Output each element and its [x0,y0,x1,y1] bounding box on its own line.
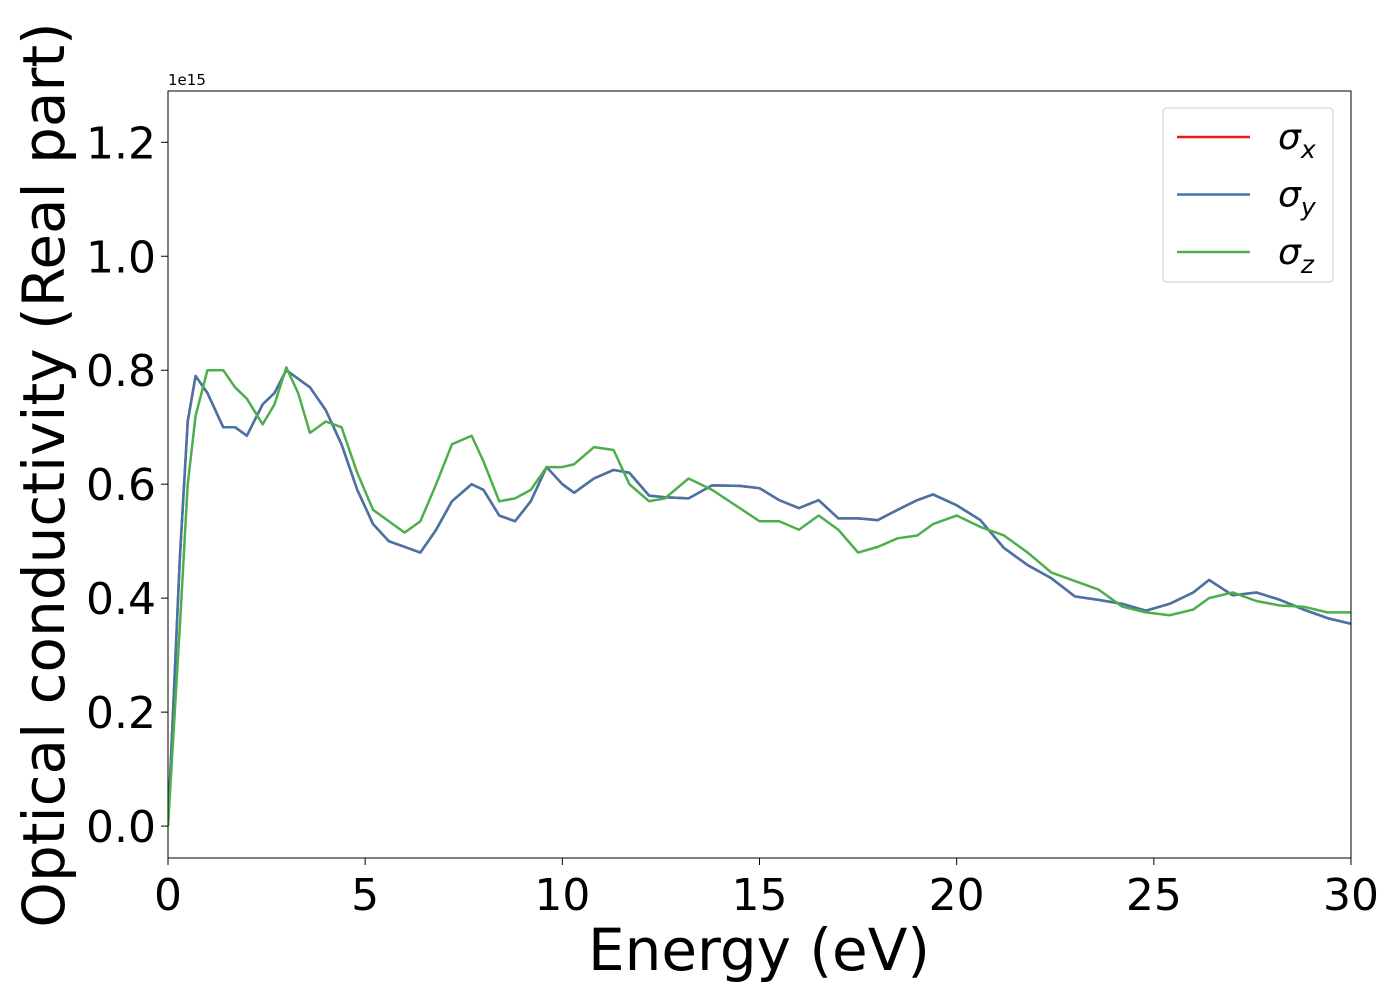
x-tick-label: 30 [1323,870,1379,921]
y-tick-label: 0.6 [86,460,156,511]
plot-frame [167,90,1352,859]
x-tick-label: 25 [1126,870,1182,921]
y-tick-label: 1.0 [86,232,156,283]
x-axis-label: Energy (eV) [588,916,930,984]
series-line [168,366,1351,827]
x-tick-label: 20 [929,870,985,921]
y-tick-label: 0.8 [86,346,156,397]
x-tick-label: 5 [351,870,379,921]
y-tick-label: 0.0 [86,802,156,853]
y-tick-label: 1.2 [86,118,156,169]
y-tick-label: 0.2 [86,688,156,739]
x-tick-label: 0 [154,870,182,921]
series-line [168,368,1351,827]
y-tick-label: 0.4 [86,574,156,625]
x-tick-label: 10 [534,870,590,921]
y-axis-label: Optical conductivity (Real part) [10,22,78,927]
offset-label: 1e15 [168,71,206,89]
x-tick-label: 15 [732,870,788,921]
